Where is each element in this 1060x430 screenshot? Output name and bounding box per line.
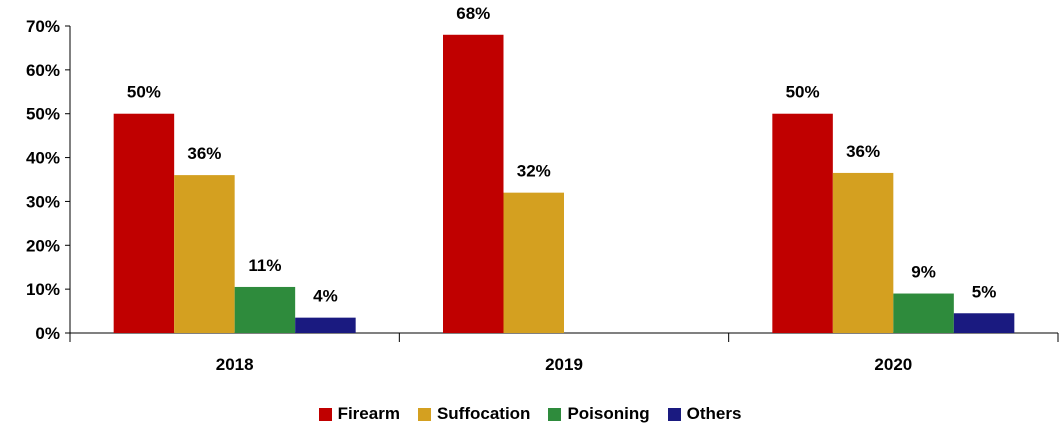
- data-label: 68%: [456, 4, 490, 23]
- legend: Firearm Suffocation Poisoning Others: [0, 404, 1060, 424]
- data-label: 4%: [313, 287, 338, 306]
- legend-swatch: [667, 407, 681, 421]
- x-tick-label: 2019: [545, 355, 583, 374]
- x-tick-label: 2018: [216, 355, 254, 374]
- x-tick-label: 2020: [874, 355, 912, 374]
- bar-suffocation-2019: [503, 192, 564, 333]
- bar-poisoning-2020: [893, 293, 954, 333]
- data-label: 36%: [187, 144, 221, 163]
- data-label: 5%: [972, 282, 997, 301]
- y-tick-label: 10%: [26, 280, 60, 299]
- bar-others-2018: [295, 317, 356, 333]
- data-label: 9%: [911, 263, 936, 282]
- bar-suffocation-2018: [174, 175, 235, 333]
- data-label: 50%: [786, 83, 820, 102]
- x-axis: 2018 2019 2020: [69, 332, 1059, 374]
- data-label: 36%: [846, 142, 880, 161]
- legend-label: Others: [686, 404, 742, 423]
- bar-chart: 0% 10% 20% 30% 40% 50% 60% 70% 2018 2019 2020 50%…: [26, 4, 1059, 374]
- bar-others-2020: [953, 313, 1015, 333]
- bar-poisoning-2018: [234, 286, 296, 333]
- bar-firearm-2020: [772, 113, 833, 333]
- legend-swatch: [417, 407, 431, 421]
- data-labels: 50% 36% 11% 4% 68% 32% 50% 36% 9% 5%: [127, 4, 996, 306]
- legend-label: Firearm: [337, 404, 400, 423]
- y-tick-label: 0%: [35, 324, 60, 343]
- legend-label: Poisoning: [567, 404, 650, 423]
- y-tick-label: 40%: [26, 149, 60, 168]
- y-tick-label: 70%: [26, 17, 60, 36]
- data-label: 32%: [517, 162, 551, 181]
- data-label: 11%: [248, 256, 281, 275]
- y-tick-label: 20%: [26, 236, 60, 255]
- legend-swatch: [548, 407, 562, 421]
- bar-firearm-2019: [443, 34, 504, 334]
- y-tick-label: 60%: [26, 61, 60, 80]
- legend-swatch: [318, 407, 332, 421]
- legend-item-poisoning: Poisoning: [548, 404, 650, 424]
- legend-item-firearm: Firearm: [318, 404, 400, 424]
- data-label: 50%: [127, 83, 161, 102]
- y-tick-label: 50%: [26, 105, 60, 124]
- bars: [113, 34, 1015, 334]
- bar-firearm-2018: [113, 113, 175, 333]
- legend-item-suffocation: Suffocation: [417, 404, 531, 424]
- bar-suffocation-2020: [832, 172, 894, 333]
- legend-label: Suffocation: [436, 404, 531, 423]
- y-tick-label: 30%: [26, 192, 60, 211]
- y-axis: 0% 10% 20% 30% 40% 50% 60% 70%: [26, 17, 71, 343]
- legend-item-others: Others: [667, 404, 742, 424]
